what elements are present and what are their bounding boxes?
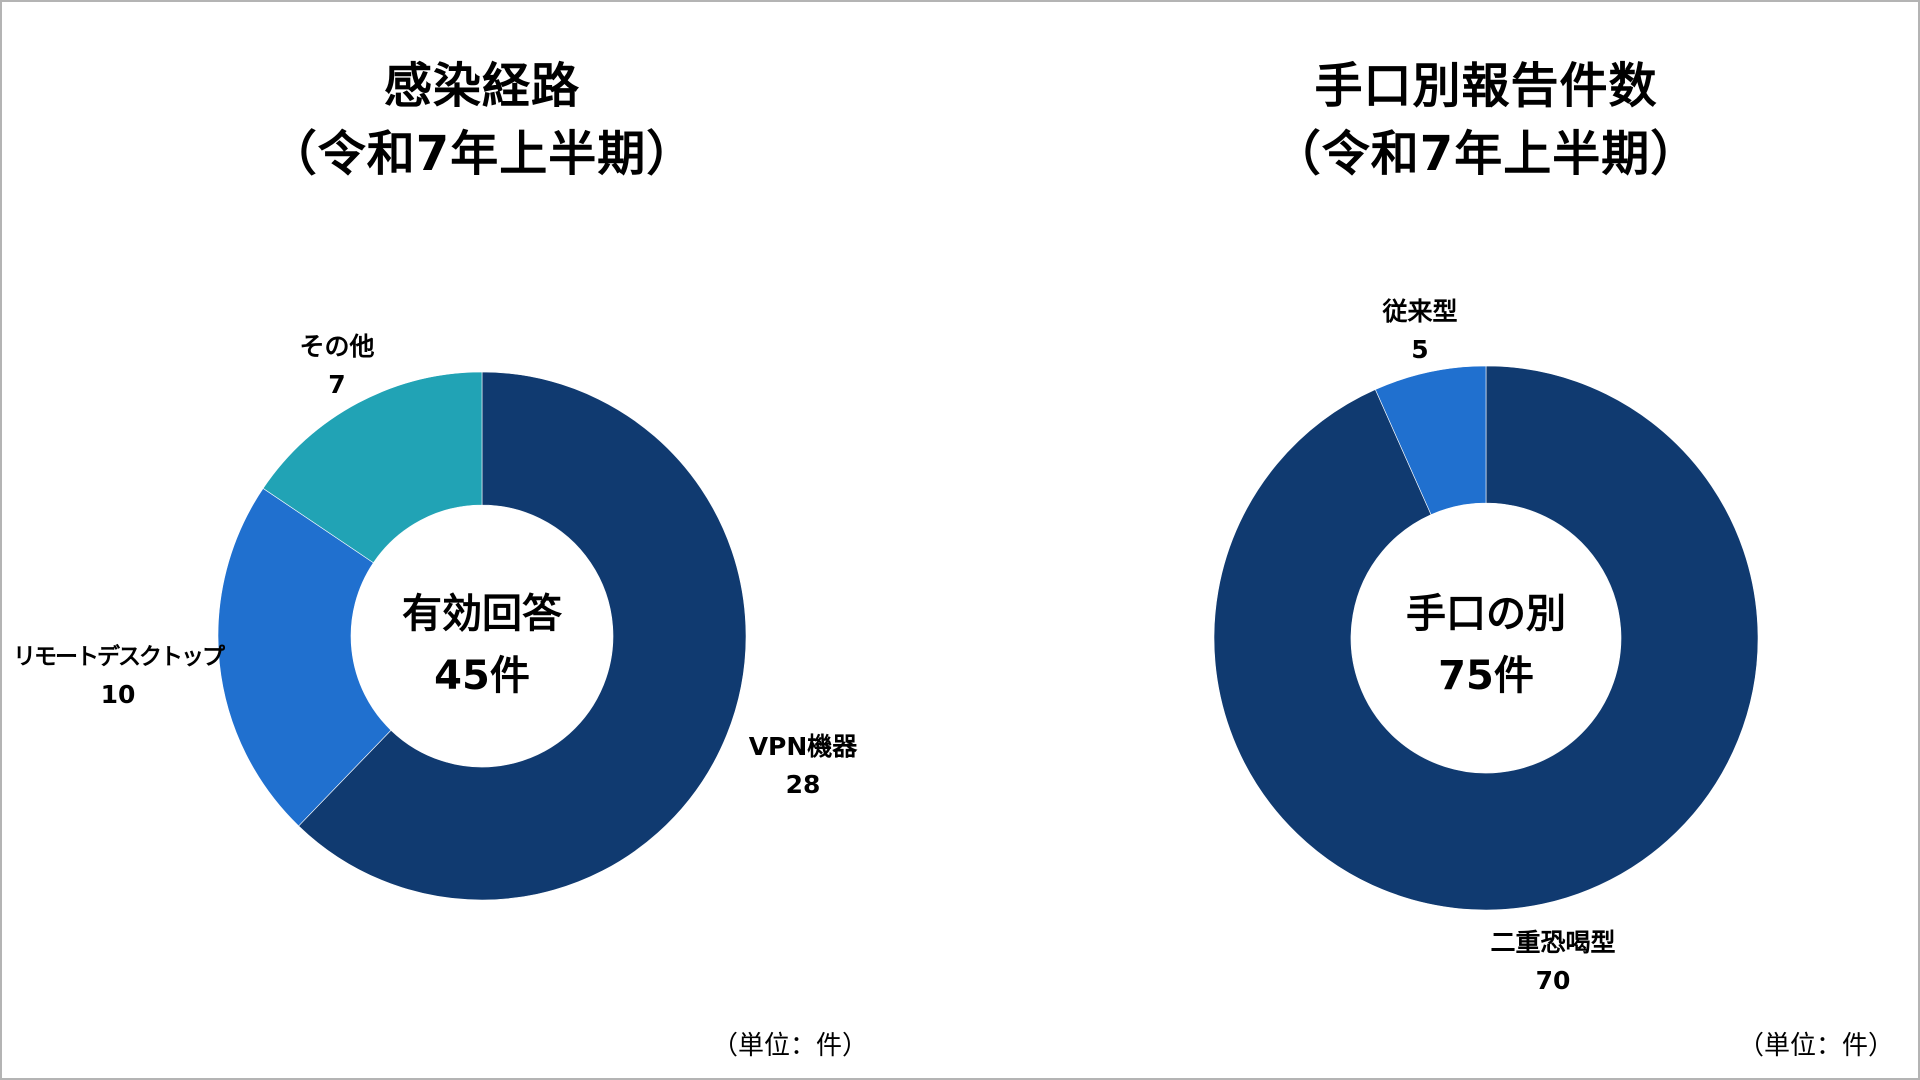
donut-slice	[262, 371, 483, 564]
slice-label-remote-desktop: リモートデスクトップ 10	[13, 638, 225, 714]
slice-label-double-extortion: 二重恐喝型 70	[1490, 924, 1615, 1000]
slice-label-name: VPN機器	[748, 732, 858, 761]
center-total: 75件	[1438, 653, 1534, 699]
donut-center-text-right: 手口の別 75件	[1406, 583, 1566, 707]
donut-slice	[1374, 365, 1487, 516]
unit-label-left: （単位：件）	[712, 1031, 869, 1061]
slice-label-value: 28	[785, 770, 821, 799]
center-label: 手口の別	[1406, 591, 1566, 637]
donut-slice	[1213, 365, 1759, 911]
slice-label-other: その他 7	[299, 328, 374, 404]
unit-label-right: （単位：件）	[1738, 1031, 1895, 1061]
slice-label-name: リモートデスクトップ	[13, 644, 225, 670]
chart-title-infection-route: 感染経路 （令和7年上半期）	[132, 52, 832, 188]
slice-label-name: 二重恐喝型	[1490, 928, 1616, 957]
donut-slice	[217, 487, 392, 827]
donut-chart-attack-method	[1213, 365, 1759, 911]
slice-label-name: 従来型	[1382, 297, 1458, 326]
title-line-2: （令和7年上半期）	[268, 126, 696, 182]
title-line-2: （令和7年上半期）	[1272, 126, 1700, 182]
chart-title-attack-method: 手口別報告件数 （令和7年上半期）	[1136, 52, 1836, 188]
slice-label-value: 5	[1411, 335, 1429, 364]
center-label: 有効回答	[402, 591, 562, 637]
slice-label-value: 7	[328, 370, 346, 399]
donut-slice	[298, 371, 747, 901]
slice-label-name: その他	[299, 332, 375, 361]
title-line-1: 感染経路	[383, 58, 580, 114]
donut-center-text-left: 有効回答 45件	[402, 583, 562, 707]
slice-label-vpn: VPN機器 28	[749, 728, 858, 804]
slice-label-value: 10	[100, 680, 136, 709]
slice-label-value: 70	[1535, 966, 1571, 995]
slice-label-conventional: 従来型 5	[1382, 293, 1457, 369]
title-line-1: 手口別報告件数	[1314, 58, 1658, 114]
center-total: 45件	[434, 653, 530, 699]
donut-chart-infection-route	[217, 371, 747, 901]
